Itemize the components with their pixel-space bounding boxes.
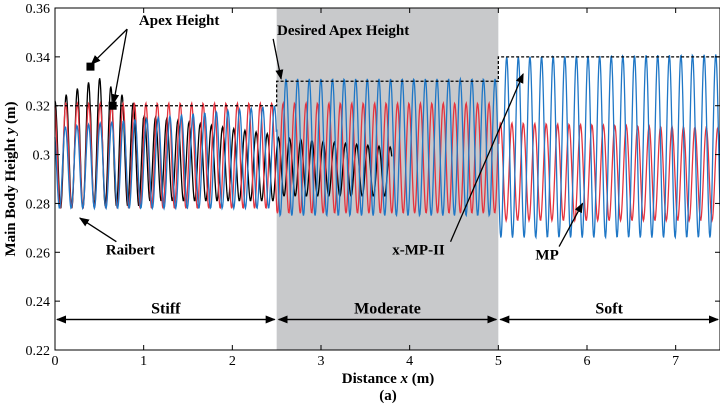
y-tick-label: 0.3 (33, 149, 51, 164)
annotation-mp-label: MP (535, 248, 558, 264)
annotation-apex-arrow-2 (111, 28, 128, 105)
y-axis-label: Main Body Height y (m) (3, 101, 19, 256)
y-tick-label: 0.22 (26, 344, 51, 359)
region-label-moderate: Moderate (354, 300, 421, 317)
y-tick-label: 0.28 (26, 197, 51, 212)
annotation-desired-arrow-1 (272, 38, 284, 80)
y-tick-label: 0.24 (26, 295, 51, 310)
chart-caption: (a) (379, 388, 397, 404)
x-tick-label: 5 (495, 354, 502, 369)
desired-apex-line (55, 56, 720, 107)
x-axis-label: Distance x (m) (342, 371, 435, 387)
y-tick-label: 0.32 (26, 100, 51, 115)
annotation-mp-arrow-1 (558, 202, 584, 247)
y-tick-label: 0.26 (26, 246, 51, 261)
x-tick-label: 3 (318, 354, 325, 369)
plot-frame (54, 7, 720, 351)
apex-marker-2 (108, 101, 117, 110)
annotation-xmp-label: x-MP-II (392, 243, 445, 259)
x-tick-label: 7 (672, 354, 679, 369)
x-tick-label: 2 (229, 354, 236, 369)
x-tick-label: 1 (140, 354, 147, 369)
apex-marker-1 (86, 62, 95, 71)
y-tick-label: 0.34 (26, 51, 51, 66)
annotation-raibert-label: Raibert (106, 243, 155, 259)
annotation-raibert-arrow-1 (78, 217, 117, 243)
annotation-apex-label: Apex Height (139, 13, 219, 29)
y-tick-label: 0.36 (26, 2, 51, 17)
region-label-stiff: Stiff (151, 300, 181, 317)
annotation-apex-arrow-1 (90, 28, 128, 65)
annotation-xmp-arrow-1 (449, 73, 524, 242)
region-label-soft: Soft (595, 300, 623, 317)
x-tick-label: 6 (584, 354, 591, 369)
x-tick-label: 0 (52, 354, 59, 369)
series-line-x-mp-ii (54, 53, 720, 240)
series-line-mp (54, 100, 720, 224)
x-tick-label: 4 (406, 354, 413, 369)
annotation-desired-label: Desired Apex Height (277, 23, 409, 39)
